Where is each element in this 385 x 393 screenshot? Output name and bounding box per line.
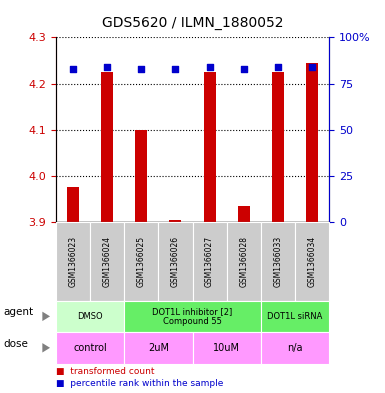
Text: GSM1366028: GSM1366028 [239, 236, 248, 287]
Text: ■  transformed count: ■ transformed count [56, 367, 154, 376]
Bar [238, 206, 250, 222]
Point [206, 64, 213, 70]
Text: DOT1L inhibitor [2]
Compound 55: DOT1L inhibitor [2] Compound 55 [152, 307, 233, 326]
Bar [101, 72, 113, 222]
Text: GSM1366026: GSM1366026 [171, 236, 180, 287]
Text: GSM1366027: GSM1366027 [205, 236, 214, 287]
Text: GSM1366034: GSM1366034 [308, 236, 316, 287]
Text: ■  percentile rank within the sample: ■ percentile rank within the sample [56, 379, 223, 387]
Point [70, 66, 76, 72]
Point [104, 64, 110, 70]
Point [241, 66, 247, 72]
Text: GSM1366025: GSM1366025 [137, 236, 146, 287]
Text: DMSO: DMSO [77, 312, 103, 321]
Bar [169, 220, 181, 222]
Text: DOT1L siRNA: DOT1L siRNA [267, 312, 323, 321]
Text: 10uM: 10uM [213, 343, 240, 353]
Text: GSM1366023: GSM1366023 [69, 236, 77, 287]
Text: GSM1366024: GSM1366024 [102, 236, 112, 287]
Text: control: control [73, 343, 107, 353]
Text: agent: agent [4, 307, 34, 318]
Point [172, 66, 179, 72]
Bar [306, 63, 318, 222]
Bar [135, 130, 147, 222]
Text: 2uM: 2uM [148, 343, 169, 353]
Text: dose: dose [4, 339, 29, 349]
Bar [67, 187, 79, 222]
Point [138, 66, 144, 72]
Text: n/a: n/a [287, 343, 303, 353]
Bar [204, 72, 216, 222]
Point [309, 64, 315, 70]
Text: GDS5620 / ILMN_1880052: GDS5620 / ILMN_1880052 [102, 16, 283, 30]
Bar [272, 72, 284, 222]
Text: GSM1366033: GSM1366033 [273, 236, 283, 287]
Point [275, 64, 281, 70]
